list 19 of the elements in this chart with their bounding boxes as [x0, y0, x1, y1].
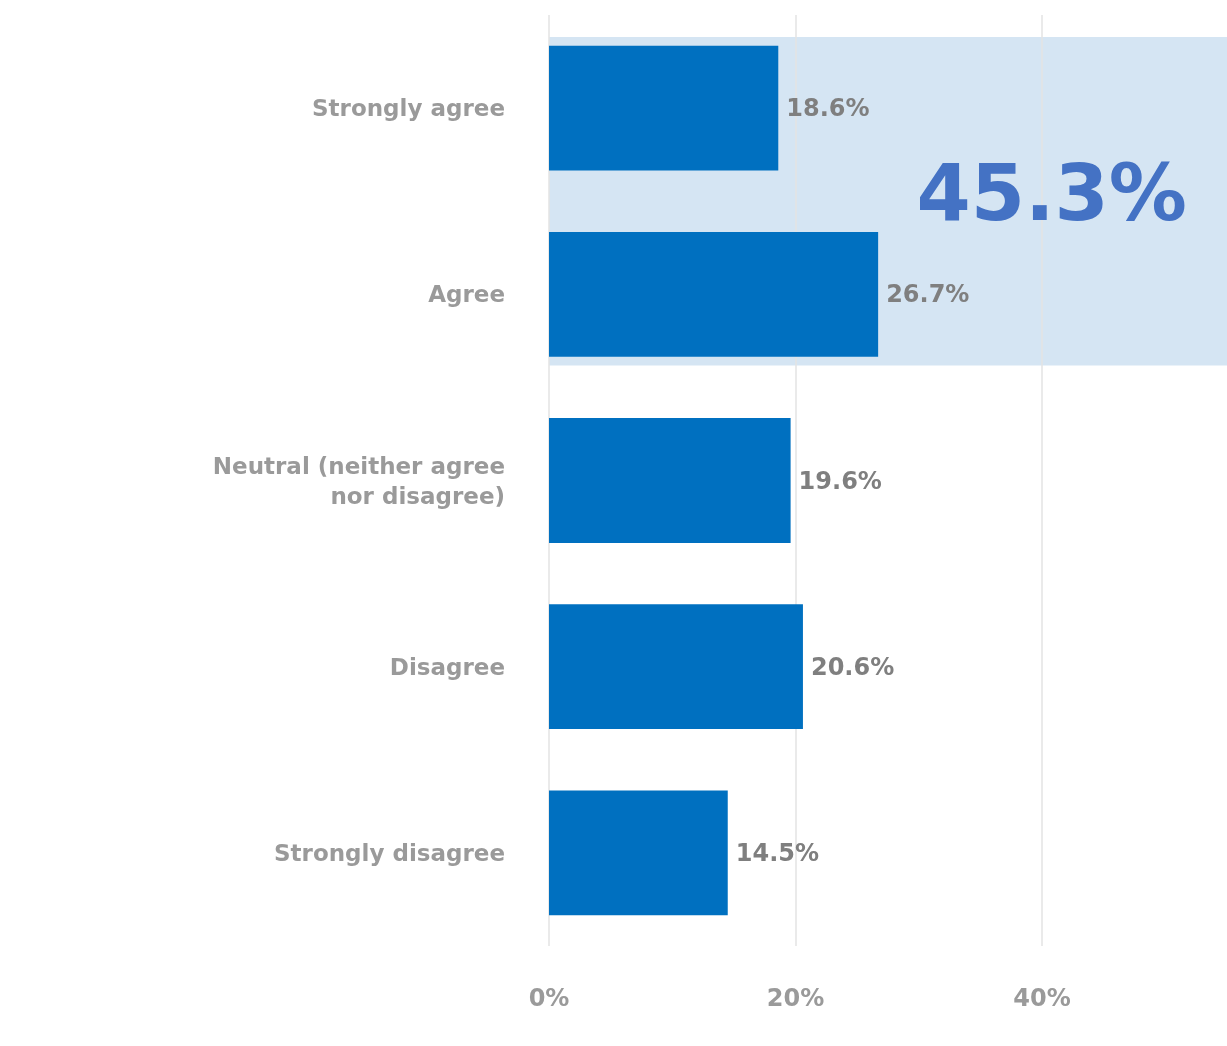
y-tick-label: Strongly disagree [274, 839, 505, 866]
data-label: 19.6% [798, 466, 882, 495]
bar [549, 790, 728, 916]
x-tick-label: 40% [1013, 984, 1071, 1012]
bar [549, 231, 879, 357]
data-label: 14.5% [735, 838, 820, 867]
bar [549, 418, 791, 543]
bar [549, 45, 779, 171]
y-tick-label: Agree [428, 281, 505, 308]
data-label: 18.6% [786, 94, 870, 123]
band-label: 45.3% [916, 148, 1187, 239]
data-label: 20.6% [810, 652, 895, 681]
y-tick-label: Strongly agree [312, 95, 505, 122]
x-tick-label: 20% [766, 984, 825, 1012]
x-tick-label: 0% [528, 984, 570, 1012]
data-label: 26.7% [886, 280, 970, 309]
y-tick-label: Disagree [389, 653, 505, 680]
bar [549, 604, 803, 730]
y-tick-label: Neutral (neither agree nor disagree) [212, 452, 505, 509]
